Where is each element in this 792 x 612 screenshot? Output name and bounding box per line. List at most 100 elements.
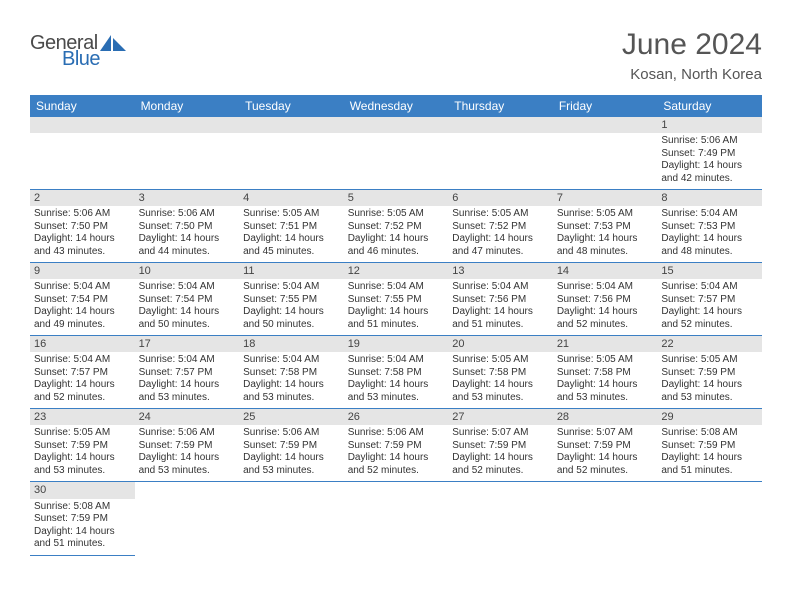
calendar-cell: 21Sunrise: 5:05 AMSunset: 7:58 PMDayligh… bbox=[553, 336, 658, 409]
sunrise-line: Sunrise: 5:06 AM bbox=[661, 135, 758, 148]
day-number: 1 bbox=[657, 117, 762, 133]
day-number: 29 bbox=[657, 409, 762, 425]
sunset-line: Sunset: 7:59 PM bbox=[557, 440, 654, 453]
day-number: 8 bbox=[657, 190, 762, 206]
weekday-header: Tuesday bbox=[239, 95, 344, 117]
calendar-cell: 30Sunrise: 5:08 AMSunset: 7:59 PMDayligh… bbox=[30, 482, 135, 555]
sunrise-line: Sunrise: 5:06 AM bbox=[34, 208, 131, 221]
daylight-line: Daylight: 14 hours and 52 minutes. bbox=[34, 379, 131, 404]
sunset-line: Sunset: 7:56 PM bbox=[452, 294, 549, 307]
page-title: June 2024 bbox=[622, 28, 762, 62]
sunrise-line: Sunrise: 5:05 AM bbox=[557, 354, 654, 367]
sunrise-line: Sunrise: 5:06 AM bbox=[139, 208, 236, 221]
day-number: 18 bbox=[239, 336, 344, 352]
day-number: 24 bbox=[135, 409, 240, 425]
daylight-line: Daylight: 14 hours and 52 minutes. bbox=[348, 452, 445, 477]
day-number: 7 bbox=[553, 190, 658, 206]
daylight-line: Daylight: 14 hours and 53 minutes. bbox=[243, 379, 340, 404]
sunrise-line: Sunrise: 5:05 AM bbox=[348, 208, 445, 221]
weekday-header-row: Sunday Monday Tuesday Wednesday Thursday… bbox=[30, 95, 762, 117]
daylight-line: Daylight: 14 hours and 52 minutes. bbox=[557, 306, 654, 331]
calendar-cell bbox=[344, 482, 449, 555]
sunset-line: Sunset: 7:58 PM bbox=[348, 367, 445, 380]
sunrise-line: Sunrise: 5:05 AM bbox=[661, 354, 758, 367]
daylight-line: Daylight: 14 hours and 53 minutes. bbox=[348, 379, 445, 404]
sunset-line: Sunset: 7:49 PM bbox=[661, 148, 758, 161]
calendar-table: Sunday Monday Tuesday Wednesday Thursday… bbox=[30, 95, 762, 556]
daylight-line: Daylight: 14 hours and 45 minutes. bbox=[243, 233, 340, 258]
calendar-cell: 5 Sunrise: 5:05 AMSunset: 7:52 PMDaylight… bbox=[344, 190, 449, 263]
sunset-line: Sunset: 7:59 PM bbox=[139, 440, 236, 453]
calendar-cell: 22Sunrise: 5:05 AMSunset: 7:59 PMDayligh… bbox=[657, 336, 762, 409]
day-number: 17 bbox=[135, 336, 240, 352]
sunset-line: Sunset: 7:58 PM bbox=[243, 367, 340, 380]
calendar-cell: 23Sunrise: 5:05 AMSunset: 7:59 PMDayligh… bbox=[30, 409, 135, 482]
sunset-line: Sunset: 7:53 PM bbox=[661, 221, 758, 234]
sunset-line: Sunset: 7:54 PM bbox=[139, 294, 236, 307]
calendar-cell: 13Sunrise: 5:04 AMSunset: 7:56 PMDayligh… bbox=[448, 263, 553, 336]
daylight-line: Daylight: 14 hours and 48 minutes. bbox=[557, 233, 654, 258]
sunset-line: Sunset: 7:59 PM bbox=[34, 440, 131, 453]
logo: General Blue bbox=[30, 34, 128, 68]
day-details: Sunrise: 5:05 AMSunset: 7:51 PMDaylight:… bbox=[239, 206, 344, 262]
day-details: Sunrise: 5:05 AMSunset: 7:52 PMDaylight:… bbox=[448, 206, 553, 262]
sunset-line: Sunset: 7:57 PM bbox=[661, 294, 758, 307]
sunset-line: Sunset: 7:59 PM bbox=[34, 513, 131, 526]
calendar-cell bbox=[448, 482, 553, 555]
calendar-cell bbox=[135, 482, 240, 555]
sunrise-line: Sunrise: 5:07 AM bbox=[452, 427, 549, 440]
calendar-cell: 12Sunrise: 5:04 AMSunset: 7:55 PMDayligh… bbox=[344, 263, 449, 336]
sunrise-line: Sunrise: 5:05 AM bbox=[557, 208, 654, 221]
sunrise-line: Sunrise: 5:04 AM bbox=[452, 281, 549, 294]
day-details: Sunrise: 5:04 AMSunset: 7:53 PMDaylight:… bbox=[657, 206, 762, 262]
day-number: 10 bbox=[135, 263, 240, 279]
calendar-cell: 26Sunrise: 5:06 AMSunset: 7:59 PMDayligh… bbox=[344, 409, 449, 482]
sunrise-line: Sunrise: 5:05 AM bbox=[34, 427, 131, 440]
calendar-week: 2Sunrise: 5:06 AMSunset: 7:50 PMDaylight… bbox=[30, 190, 762, 263]
calendar-cell: 2Sunrise: 5:06 AMSunset: 7:50 PMDaylight… bbox=[30, 190, 135, 263]
location-label: Kosan, North Korea bbox=[622, 66, 762, 83]
day-number: 22 bbox=[657, 336, 762, 352]
sunset-line: Sunset: 7:50 PM bbox=[139, 221, 236, 234]
day-details: Sunrise: 5:04 AMSunset: 7:57 PMDaylight:… bbox=[30, 352, 135, 408]
sunset-line: Sunset: 7:50 PM bbox=[34, 221, 131, 234]
calendar-cell bbox=[553, 117, 658, 190]
daylight-line: Daylight: 14 hours and 51 minutes. bbox=[661, 452, 758, 477]
sunset-line: Sunset: 7:58 PM bbox=[557, 367, 654, 380]
day-number: 21 bbox=[553, 336, 658, 352]
weekday-header: Sunday bbox=[30, 95, 135, 117]
calendar-cell: 9Sunrise: 5:04 AMSunset: 7:54 PMDaylight… bbox=[30, 263, 135, 336]
sunset-line: Sunset: 7:53 PM bbox=[557, 221, 654, 234]
daylight-line: Daylight: 14 hours and 51 minutes. bbox=[34, 526, 131, 551]
sunset-line: Sunset: 7:52 PM bbox=[348, 221, 445, 234]
day-details: Sunrise: 5:04 AMSunset: 7:57 PMDaylight:… bbox=[135, 352, 240, 408]
calendar-cell: 28Sunrise: 5:07 AMSunset: 7:59 PMDayligh… bbox=[553, 409, 658, 482]
calendar-cell: 20Sunrise: 5:05 AMSunset: 7:58 PMDayligh… bbox=[448, 336, 553, 409]
calendar-cell: 11Sunrise: 5:04 AMSunset: 7:55 PMDayligh… bbox=[239, 263, 344, 336]
sunset-line: Sunset: 7:59 PM bbox=[452, 440, 549, 453]
sunrise-line: Sunrise: 5:04 AM bbox=[661, 281, 758, 294]
day-details: Sunrise: 5:06 AMSunset: 7:59 PMDaylight:… bbox=[344, 425, 449, 481]
day-details: Sunrise: 5:05 AMSunset: 7:59 PMDaylight:… bbox=[30, 425, 135, 481]
sunset-line: Sunset: 7:58 PM bbox=[452, 367, 549, 380]
daylight-line: Daylight: 14 hours and 51 minutes. bbox=[452, 306, 549, 331]
header: General Blue June 2024 Kosan, North Kore… bbox=[30, 28, 762, 83]
day-number: 23 bbox=[30, 409, 135, 425]
calendar-cell bbox=[344, 117, 449, 190]
calendar-cell: 8Sunrise: 5:04 AMSunset: 7:53 PMDaylight… bbox=[657, 190, 762, 263]
sunrise-line: Sunrise: 5:05 AM bbox=[243, 208, 340, 221]
logo-text-blue: Blue bbox=[62, 50, 128, 68]
day-details: Sunrise: 5:04 AMSunset: 7:54 PMDaylight:… bbox=[30, 279, 135, 335]
calendar-cell bbox=[239, 117, 344, 190]
day-number: 4 bbox=[239, 190, 344, 206]
day-number: 6 bbox=[448, 190, 553, 206]
daylight-line: Daylight: 14 hours and 46 minutes. bbox=[348, 233, 445, 258]
day-number: 2 bbox=[30, 190, 135, 206]
day-details: Sunrise: 5:04 AMSunset: 7:55 PMDaylight:… bbox=[239, 279, 344, 335]
day-number: 12 bbox=[344, 263, 449, 279]
day-number: 5 bbox=[344, 190, 449, 206]
day-details: Sunrise: 5:07 AMSunset: 7:59 PMDaylight:… bbox=[553, 425, 658, 481]
day-details: Sunrise: 5:04 AMSunset: 7:57 PMDaylight:… bbox=[657, 279, 762, 335]
calendar-cell: 4Sunrise: 5:05 AMSunset: 7:51 PMDaylight… bbox=[239, 190, 344, 263]
day-details: Sunrise: 5:06 AMSunset: 7:50 PMDaylight:… bbox=[135, 206, 240, 262]
